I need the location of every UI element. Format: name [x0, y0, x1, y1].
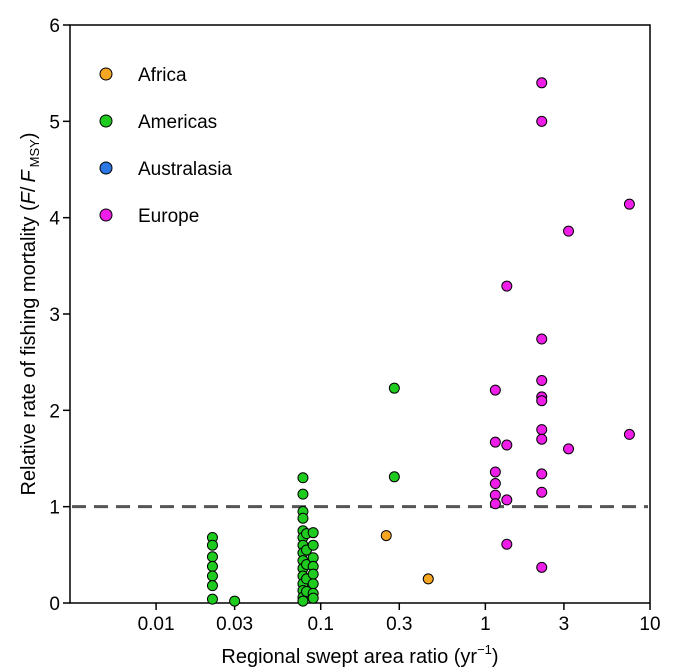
point-europe: [489, 436, 501, 448]
y-tick-label: 5: [49, 112, 60, 133]
legend-marker-americas: [99, 114, 113, 128]
x-tick-label: 0.01: [138, 614, 175, 635]
x-tick-label: 1: [480, 614, 491, 635]
point-europe: [536, 486, 548, 498]
point-americas: [307, 578, 319, 590]
point-europe: [501, 280, 513, 292]
x-tick-label: 10: [639, 614, 660, 635]
point-europe: [501, 538, 513, 550]
point-africa: [380, 530, 392, 542]
x-axis-title-main: Regional swept area ratio (yr: [221, 646, 477, 668]
point-europe: [563, 225, 575, 237]
point-americas: [206, 580, 218, 592]
legend-marker-europe: [99, 208, 113, 222]
point-europe: [489, 498, 501, 510]
point-americas: [206, 570, 218, 582]
legend-label-europe: Europe: [138, 206, 199, 227]
y-tick-label: 2: [49, 401, 60, 422]
point-americas: [206, 560, 218, 572]
point-americas: [206, 551, 218, 563]
point-europe: [623, 428, 635, 440]
point-europe: [489, 478, 501, 490]
point-americas: [297, 488, 309, 500]
y-tick-label: 0: [49, 594, 60, 615]
point-americas: [388, 471, 400, 483]
y-axis-title: Relative rate of fishing mortality (F/FM…: [18, 132, 42, 495]
point-africa: [422, 573, 434, 585]
y-axis-title-f2: F: [18, 169, 40, 183]
point-europe: [563, 443, 575, 455]
x-axis-title: Regional swept area ratio (yr−1): [221, 642, 498, 668]
legend: Africa Americas Australasia Europe: [99, 65, 232, 227]
y-axis-title-f1: F: [18, 190, 40, 204]
x-tick-label: 0.3: [386, 614, 412, 635]
x-axis-title-sup: −1: [477, 642, 492, 657]
point-americas: [307, 527, 319, 539]
point-americas: [297, 472, 309, 484]
x-tick-label: 3: [559, 614, 570, 635]
point-europe: [536, 77, 548, 89]
point-americas: [307, 592, 319, 604]
point-americas: [307, 568, 319, 580]
point-europe: [536, 395, 548, 407]
point-europe: [536, 424, 548, 436]
point-americas: [206, 539, 218, 551]
legend-marker-africa: [99, 67, 113, 81]
point-americas: [206, 593, 218, 605]
point-europe: [536, 115, 548, 127]
point-europe: [536, 333, 548, 345]
y-tick-label: 3: [49, 305, 60, 326]
y-axis-title-close: ): [18, 132, 40, 139]
legend-label-americas: Americas: [138, 112, 217, 133]
point-americas: [229, 595, 241, 607]
x-tick-label: 0.03: [216, 614, 253, 635]
data-points: [206, 77, 635, 607]
legend-label-africa: Africa: [138, 65, 187, 86]
point-americas: [297, 595, 309, 607]
y-tick-label: 1: [49, 498, 60, 519]
point-europe: [489, 466, 501, 478]
x-axis-title-close: ): [492, 646, 499, 668]
point-europe: [489, 384, 501, 396]
point-europe: [536, 561, 548, 573]
point-americas: [307, 539, 319, 551]
point-europe: [536, 468, 548, 480]
point-europe: [536, 374, 548, 386]
point-europe: [501, 494, 513, 506]
legend-label-australasia: Australasia: [138, 159, 232, 180]
point-europe: [501, 439, 513, 451]
point-americas: [388, 382, 400, 394]
point-europe: [536, 433, 548, 445]
y-axis-title-slash: /: [18, 186, 40, 192]
axis-ticks: 0.01 0.03 0.1 0.3 1 3 10 0 1 2 3 4 5 6: [49, 16, 660, 635]
y-axis-title-sub: MSY: [27, 139, 42, 168]
legend-marker-australasia: [99, 161, 113, 175]
point-europe: [623, 198, 635, 210]
y-tick-label: 4: [49, 209, 60, 230]
x-tick-label: 0.1: [308, 614, 334, 635]
point-americas: [297, 512, 309, 524]
y-axis-title-main: Relative rate of fishing mortality (: [18, 204, 40, 496]
y-tick-label: 6: [49, 16, 60, 37]
